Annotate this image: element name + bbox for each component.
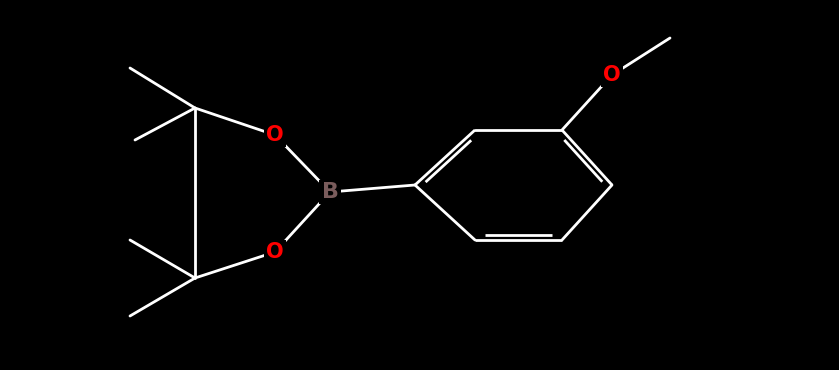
Text: O: O — [266, 242, 284, 262]
Text: B: B — [321, 182, 338, 202]
Text: O: O — [603, 65, 621, 85]
Text: O: O — [266, 125, 284, 145]
